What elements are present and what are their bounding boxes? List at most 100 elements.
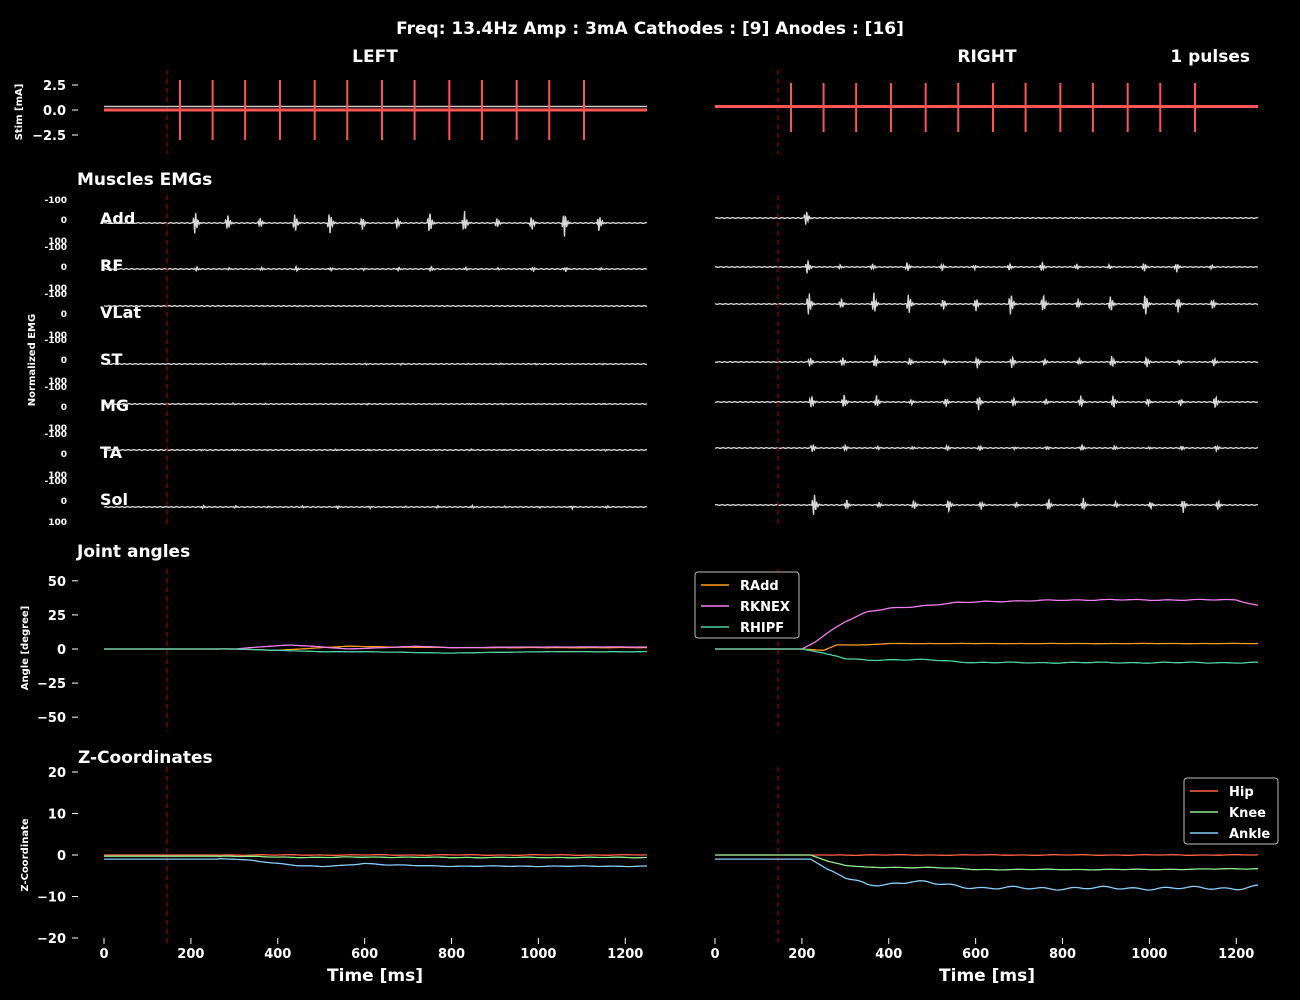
x-tick-label-left: 200 bbox=[177, 947, 204, 962]
legend-label-ankle: Ankle bbox=[1229, 827, 1270, 842]
stim-y-tick-label: 2.5 bbox=[43, 79, 66, 94]
x-tick-label-left: 600 bbox=[351, 947, 378, 962]
emg-y-tick-label: 100 bbox=[48, 331, 67, 341]
right-column-title: RIGHT bbox=[957, 47, 1017, 67]
emg-y-axis-label: Normalized EMG bbox=[27, 314, 38, 406]
emg-label-sol: Sol bbox=[100, 490, 128, 509]
angle-y-axis-label: Angle [degree] bbox=[20, 606, 31, 690]
emg-trace-right-add bbox=[714, 211, 1259, 225]
emg-y-tick-label: 0 bbox=[61, 216, 67, 226]
z-coordinates-series-left-ankle bbox=[104, 858, 647, 868]
emg-label-add: Add bbox=[100, 209, 135, 228]
emg-y-tick-label: 0 bbox=[61, 356, 67, 366]
emg-y-tick-label: 0 bbox=[61, 450, 67, 460]
emg-y-tick-label: 0 bbox=[61, 310, 67, 320]
emg-y-tick-label: 100 bbox=[48, 424, 67, 434]
x-tick-label-right: 600 bbox=[962, 947, 989, 962]
emg-y-tick-label: 0 bbox=[61, 263, 67, 273]
emg-trace-right-st bbox=[714, 355, 1259, 369]
joint-angles-y-tick-label: −50 bbox=[37, 711, 66, 726]
emg-trace-left-sol bbox=[103, 503, 648, 511]
stim-y-tick-label: 0.0 bbox=[43, 104, 66, 119]
emg-y-tick-label: 100 bbox=[48, 377, 67, 387]
joint-angles-series-right-rknex bbox=[715, 598, 1259, 650]
section-title-z-coordinates: Z-Coordinates bbox=[78, 748, 213, 768]
pulses-count-label: 1 pulses bbox=[1170, 47, 1250, 67]
x-axis-label-right: Time [ms] bbox=[939, 966, 1035, 986]
emg-trace-left-vlat bbox=[103, 304, 647, 308]
x-tick-label-right: 0 bbox=[710, 947, 719, 962]
emg-label-rf: RF bbox=[100, 256, 123, 275]
emg-y-tick-label: 100 bbox=[48, 518, 67, 528]
emg-y-tick-label: -100 bbox=[44, 383, 67, 393]
joint-angles-y-tick-label: 0 bbox=[57, 643, 66, 658]
section-title-emg: Muscles EMGs bbox=[77, 170, 212, 190]
z-y-axis-label: Z-Coordinate bbox=[20, 818, 31, 891]
z-coordinates-y-tick-label: 0 bbox=[57, 849, 66, 864]
section-title-joint-angles: Joint angles bbox=[76, 542, 190, 562]
emg-label-st: ST bbox=[100, 350, 123, 369]
emg-y-tick-label: 0 bbox=[61, 403, 67, 413]
z-coordinates-legend: Hip Knee Ankle bbox=[1183, 777, 1279, 845]
joint-angles-legend: RAdd RKNEX RHIPF bbox=[694, 571, 800, 639]
emg-trace-left-add bbox=[103, 211, 648, 237]
emg-label-vlat: VLat bbox=[100, 303, 141, 322]
z-coordinates-series-right-knee bbox=[715, 854, 1258, 871]
z-coordinates-series-right-ankle bbox=[715, 858, 1259, 891]
joint-angles-y-tick-label: 50 bbox=[48, 575, 66, 590]
x-tick-label-left: 800 bbox=[438, 947, 465, 962]
emg-trace-right-vlat bbox=[714, 292, 1258, 315]
stim-y-tick-label: −2.5 bbox=[32, 129, 66, 144]
z-coordinates-legend-frame bbox=[1183, 777, 1279, 845]
z-coordinates-series-left-knee bbox=[104, 855, 647, 859]
plot-area: 2.50.0−2.5Add-1000100RF-1000100VLat-1000… bbox=[32, 70, 1279, 962]
emg-trace-right-ta bbox=[714, 443, 1258, 453]
figure-title: Freq: 13.4Hz Amp : 3mA Cathodes : [9] An… bbox=[396, 19, 904, 39]
legend-label-rhipf: RHIPF bbox=[740, 621, 784, 636]
x-tick-label-right: 1000 bbox=[1131, 947, 1167, 962]
x-tick-label-left: 400 bbox=[264, 947, 291, 962]
x-tick-label-right: 200 bbox=[788, 947, 815, 962]
z-coordinates-y-tick-label: −20 bbox=[37, 932, 66, 947]
emg-y-tick-label: -100 bbox=[44, 477, 67, 487]
x-tick-label-right: 1200 bbox=[1218, 947, 1254, 962]
emg-y-tick-label: -100 bbox=[44, 290, 67, 300]
z-coordinates-series-left-hip bbox=[104, 854, 647, 857]
joint-angles-legend-frame bbox=[694, 571, 800, 639]
joint-angles-y-tick-label: 25 bbox=[48, 609, 66, 624]
emg-trace-left-mg bbox=[103, 402, 648, 406]
joint-angles-y-tick-label: −25 bbox=[37, 677, 66, 692]
emg-y-tick-label: -100 bbox=[44, 243, 67, 253]
x-tick-label-left: 0 bbox=[99, 947, 108, 962]
emg-y-tick-label: 100 bbox=[48, 284, 67, 294]
emg-y-tick-label: -100 bbox=[44, 336, 67, 346]
emg-trace-left-st bbox=[103, 362, 648, 366]
x-tick-label-left: 1000 bbox=[520, 947, 556, 962]
emg-y-tick-label: -100 bbox=[44, 430, 67, 440]
z-coordinates-y-tick-label: −10 bbox=[37, 891, 66, 906]
emg-label-ta: TA bbox=[100, 443, 123, 462]
legend-label-rknex: RKNEX bbox=[740, 600, 790, 615]
emg-trace-right-mg bbox=[714, 394, 1259, 411]
joint-angles-series-right-rhipf bbox=[715, 648, 1258, 664]
legend-label-knee: Knee bbox=[1229, 806, 1266, 821]
emg-y-tick-label: -100 bbox=[44, 196, 67, 206]
x-axis-label-left: Time [ms] bbox=[327, 966, 423, 986]
x-tick-label-left: 1200 bbox=[607, 947, 643, 962]
x-tick-label-right: 400 bbox=[875, 947, 902, 962]
stim-y-axis-label: Stim [mA] bbox=[14, 84, 25, 141]
emg-y-tick-label: 100 bbox=[48, 237, 67, 247]
emg-trace-left-ta bbox=[103, 447, 647, 452]
z-coordinates-y-tick-label: 10 bbox=[48, 808, 66, 823]
emg-y-tick-label: 0 bbox=[61, 497, 67, 507]
legend-label-hip: Hip bbox=[1229, 785, 1254, 800]
emg-label-mg: MG bbox=[100, 396, 129, 415]
left-column-title: LEFT bbox=[352, 47, 398, 67]
emg-trace-right-rf bbox=[715, 260, 1259, 274]
emg-y-tick-label: 100 bbox=[48, 471, 67, 481]
legend-label-radd: RAdd bbox=[740, 579, 779, 594]
emg-trace-right-sol bbox=[714, 494, 1259, 515]
emg-trace-left-rf bbox=[104, 264, 648, 273]
x-tick-label-right: 800 bbox=[1049, 947, 1076, 962]
